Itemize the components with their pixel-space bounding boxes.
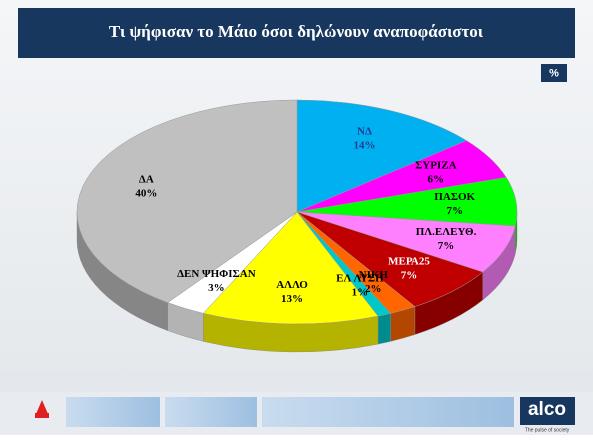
value-label: 14%	[353, 140, 375, 152]
logo: alco	[528, 399, 566, 420]
chart-title: Τι ψήφισαν το Μάιο όσοι δηλώνουν αναποφά…	[109, 22, 484, 41]
slice-label: ΠΑΣΟΚ	[434, 191, 475, 203]
value-label: 7%	[438, 240, 455, 252]
slice-label: ΝΔ	[357, 126, 372, 138]
slice-label: ΔΕΝ ΨΗΦΙΣΑΝ	[177, 268, 256, 280]
value-label: 13%	[281, 293, 303, 305]
slice-label: ΝΙΚΗ	[359, 269, 389, 281]
unit-badge-text: %	[549, 67, 559, 79]
slice-side	[377, 313, 391, 345]
footer: alco The pulse of society	[0, 392, 593, 435]
value-label: 2%	[365, 283, 382, 295]
footer-block	[262, 397, 514, 427]
unit-badge	[541, 64, 567, 82]
value-label: 3%	[208, 282, 225, 294]
value-label: 7%	[401, 270, 418, 282]
slice-label: ΕΛ ΛΥΣΗ	[336, 273, 384, 285]
value-label: 6%	[428, 174, 445, 186]
footer-icon	[35, 413, 49, 418]
slice-label: ΔΑ	[139, 174, 154, 186]
value-label: 1%	[352, 287, 369, 299]
tagline: The pulse of society	[525, 427, 570, 433]
footer-block	[66, 397, 160, 427]
value-label: 40%	[135, 188, 157, 200]
slice-label: ΣΥΡΙΖΑ	[415, 160, 456, 172]
title-bar	[18, 8, 575, 58]
slice	[296, 99, 468, 213]
slice-label: ΑΛΛΟ	[276, 279, 308, 291]
slice-label: ΠΛ.ΕΛΕΥΘ.	[416, 226, 477, 238]
slice-label: ΜΕΡΑ25	[388, 256, 430, 268]
pie: ΝΔ 14% ΣΥΡΙΖΑ 6% ΠΑΣΟΚ 7% ΠΛ.ΕΛΕΥΘ. 7% ΜΕΡΑ25 7% Ν…	[76, 99, 518, 353]
slice	[76, 99, 298, 303]
slice	[202, 211, 379, 325]
footer-block	[165, 397, 257, 427]
footer-icon	[36, 400, 48, 414]
value-label: 7%	[446, 205, 463, 217]
logo-box	[520, 397, 575, 425]
